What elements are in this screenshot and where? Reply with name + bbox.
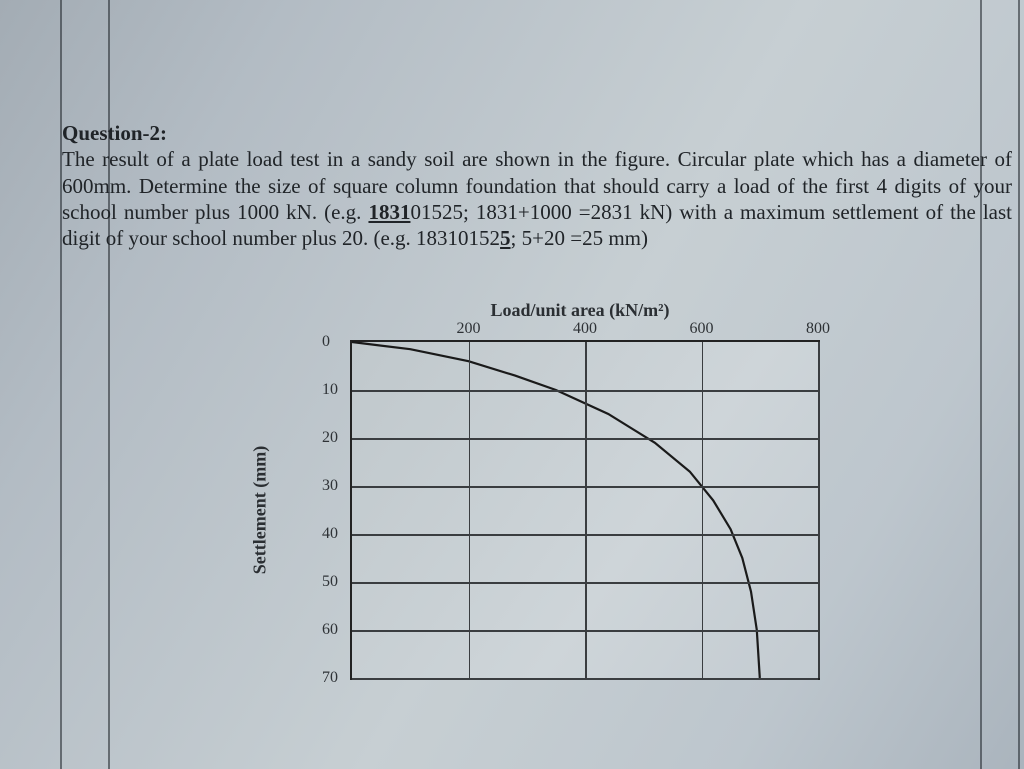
page-ruling [1018, 0, 1020, 769]
page-ruling [980, 0, 982, 769]
gridline-horizontal [352, 390, 818, 392]
x-axis-label: Load/unit area (kN/m²) [300, 300, 860, 321]
gridline-horizontal [352, 486, 818, 488]
y-tick-label: 70 [322, 669, 338, 687]
gridline-vertical [469, 342, 471, 678]
gridline-vertical [702, 342, 704, 678]
plot-area: 200400600800010203040506070 [350, 340, 820, 680]
question-body: The result of a plate load test in a san… [62, 147, 1012, 250]
x-tick-label: 800 [806, 320, 830, 338]
x-tick-label: 200 [457, 320, 481, 338]
gridline-horizontal [352, 582, 818, 584]
gridline-horizontal [352, 438, 818, 440]
y-tick-label: 0 [322, 333, 330, 351]
example-digits-1: 1831 [368, 200, 410, 224]
x-tick-label: 400 [573, 320, 597, 338]
scanned-page: Question-2: The result of a plate load t… [0, 0, 1024, 769]
y-tick-label: 40 [322, 525, 338, 543]
question-block: Question-2: The result of a plate load t… [62, 120, 1012, 251]
gridline-vertical [818, 342, 820, 678]
page-ruling [60, 0, 62, 769]
gridline-horizontal [352, 534, 818, 536]
y-axis-label: Settlement (mm) [250, 446, 271, 574]
y-tick-label: 60 [322, 621, 338, 639]
question-heading: Question-2: [62, 121, 167, 145]
gridline-horizontal [352, 678, 818, 680]
example-digits-2: 5 [500, 226, 511, 250]
y-tick-label: 30 [322, 477, 338, 495]
y-tick-label: 50 [322, 573, 338, 591]
body-part: ; 5+20 =25 mm) [511, 226, 648, 250]
y-tick-label: 20 [322, 429, 338, 447]
x-tick-label: 600 [690, 320, 714, 338]
page-ruling [108, 0, 110, 769]
gridline-horizontal [352, 630, 818, 632]
curve-path [352, 342, 760, 678]
gridline-vertical [585, 342, 587, 678]
settlement-chart: Load/unit area (kN/m²) Settlement (mm) 2… [300, 300, 860, 720]
y-tick-label: 10 [322, 381, 338, 399]
